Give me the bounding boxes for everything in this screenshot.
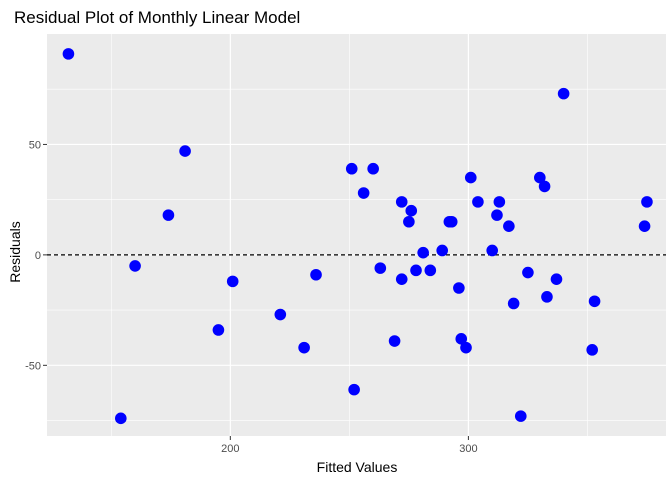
data-point bbox=[226, 275, 239, 288]
data-point bbox=[493, 196, 506, 208]
y-axis-ticks: -50 0 50 bbox=[25, 139, 47, 372]
data-point bbox=[405, 204, 418, 217]
data-point bbox=[486, 244, 499, 257]
data-point bbox=[129, 260, 141, 272]
data-point bbox=[179, 145, 191, 157]
data-point bbox=[115, 412, 127, 425]
data-point bbox=[641, 196, 653, 208]
data-point bbox=[374, 262, 387, 274]
data-point bbox=[345, 162, 358, 175]
data-point bbox=[507, 297, 520, 310]
plot-panel bbox=[47, 34, 666, 436]
data-point bbox=[348, 383, 360, 396]
data-point bbox=[395, 196, 408, 208]
data-point bbox=[212, 324, 225, 336]
data-points bbox=[62, 48, 653, 425]
data-point bbox=[403, 215, 415, 228]
x-axis-ticks: 200 300 bbox=[221, 436, 478, 455]
data-point bbox=[395, 273, 408, 285]
data-point bbox=[310, 268, 322, 281]
major-gridlines bbox=[47, 34, 666, 436]
data-point bbox=[538, 180, 551, 193]
data-point bbox=[464, 171, 477, 184]
data-point bbox=[453, 282, 465, 294]
data-point bbox=[522, 266, 534, 279]
y-tick-label: 50 bbox=[29, 139, 41, 151]
x-axis-title: Fitted Values bbox=[317, 459, 398, 475]
data-point bbox=[638, 220, 651, 232]
minor-gridlines bbox=[47, 34, 666, 436]
data-point bbox=[445, 215, 458, 228]
data-point bbox=[357, 187, 370, 199]
chart-title: Residual Plot of Monthly Linear Model bbox=[14, 8, 300, 27]
x-tick-label: 200 bbox=[221, 443, 239, 455]
data-point bbox=[298, 341, 310, 354]
data-point bbox=[162, 209, 175, 221]
data-point bbox=[534, 171, 546, 184]
y-tick-label: 0 bbox=[35, 250, 41, 262]
data-point bbox=[367, 162, 379, 175]
data-point bbox=[424, 264, 437, 277]
data-point bbox=[514, 410, 527, 422]
data-point bbox=[460, 341, 472, 354]
data-point bbox=[541, 291, 553, 303]
data-point bbox=[472, 196, 484, 208]
data-point bbox=[62, 48, 75, 60]
data-point bbox=[410, 264, 422, 277]
data-point bbox=[557, 87, 570, 100]
y-axis-title: Residuals bbox=[7, 221, 23, 282]
data-point bbox=[491, 209, 503, 221]
data-point bbox=[550, 273, 563, 285]
data-point bbox=[417, 246, 429, 259]
data-point bbox=[436, 244, 449, 257]
data-point bbox=[274, 308, 287, 321]
x-tick-label: 300 bbox=[459, 443, 477, 455]
data-point bbox=[588, 295, 601, 308]
y-tick-label: -50 bbox=[25, 360, 41, 372]
data-point bbox=[455, 333, 468, 345]
data-point bbox=[388, 335, 401, 347]
data-point bbox=[586, 344, 598, 356]
data-point bbox=[503, 220, 515, 232]
